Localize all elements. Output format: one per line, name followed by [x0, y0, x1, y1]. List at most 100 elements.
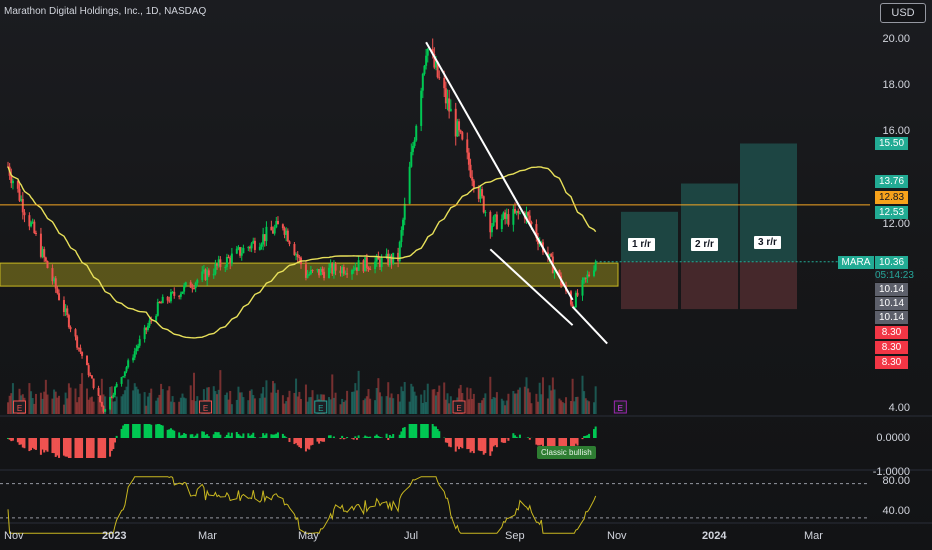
volume-bar: [530, 403, 533, 414]
oscillator-bar: [400, 431, 403, 438]
volume-bar: [304, 384, 307, 414]
oscillator-bar: [133, 424, 136, 438]
candle-body: [89, 375, 92, 377]
volume-bar: [365, 396, 368, 414]
oscillator-bar: [150, 424, 153, 438]
ma-tag-2: 10.14: [875, 297, 908, 310]
volume-bar: [583, 391, 586, 414]
candle-body: [443, 77, 446, 89]
oscillator-bar: [77, 438, 80, 458]
earnings-marker-label: E: [618, 404, 623, 413]
oscillator-bar: [469, 438, 472, 453]
oscillator-bar: [408, 424, 411, 438]
volume-bar: [329, 399, 332, 414]
price-tick-18: 18.00: [882, 79, 910, 91]
oscillator-bar: [275, 433, 278, 438]
volume-bar: [286, 397, 289, 414]
stop-tag-3: 8.30: [875, 356, 908, 369]
oscillator-bar: [41, 438, 44, 450]
candle-body: [33, 221, 36, 234]
volume-bar: [276, 389, 279, 414]
candle-body: [477, 187, 480, 199]
volume-bar: [135, 386, 138, 414]
last-price-tag: 10.36: [875, 256, 908, 269]
candle-body: [54, 278, 57, 289]
candle-body: [161, 296, 164, 304]
oscillator-bar: [143, 424, 146, 438]
volume-bar: [62, 404, 65, 414]
candle-body: [262, 234, 265, 245]
volume-bar: [517, 389, 520, 414]
time-label-nov2: Nov: [607, 530, 627, 542]
candle-body: [183, 285, 186, 292]
volume-bar: [495, 392, 498, 414]
oscillator-bar: [54, 438, 57, 457]
currency-button[interactable]: USD: [880, 3, 926, 23]
volume-bar: [150, 388, 153, 414]
candle-body: [171, 291, 174, 293]
candle-body: [146, 325, 149, 331]
oscillator-bar: [76, 438, 79, 458]
volume-bar: [472, 393, 475, 414]
oscillator-bar: [194, 435, 197, 438]
oscillator-bar: [425, 424, 428, 438]
volume-bar: [194, 401, 197, 414]
oscillator-bar: [342, 438, 345, 440]
volume-bar: [444, 399, 447, 414]
candle-body: [87, 365, 90, 376]
candle-body: [481, 189, 484, 197]
candle-body: [235, 248, 238, 254]
candle-body: [283, 228, 286, 235]
candle-body: [540, 242, 543, 244]
volume-bar: [354, 383, 357, 414]
volume-bar: [571, 378, 574, 414]
oscillator-bar: [500, 438, 503, 443]
volume-bar: [390, 393, 393, 414]
oscillator-bar: [148, 424, 151, 438]
oscillator-bar: [189, 434, 192, 438]
candle-body: [436, 61, 439, 78]
oscillator-bar: [283, 435, 286, 438]
oscillator-bar: [481, 438, 484, 452]
oscillator-bar: [99, 438, 102, 458]
oscillator-bar: [332, 436, 335, 438]
oscillator-bar: [551, 438, 554, 452]
candle-body: [166, 296, 169, 301]
volume-bar: [550, 390, 553, 414]
candle-body: [92, 378, 95, 388]
candle-body: [323, 271, 326, 279]
candle-body: [216, 263, 219, 266]
volume-bar: [171, 396, 174, 414]
candle-body: [217, 259, 220, 266]
volume-bar: [481, 400, 484, 414]
oscillator-bar: [112, 438, 115, 450]
oscillator-bar: [507, 438, 510, 441]
volume-bar: [576, 396, 579, 414]
candle-body: [400, 230, 403, 242]
oscillator-bar: [512, 433, 515, 438]
volume-bar: [593, 402, 596, 414]
candle-body: [571, 304, 574, 308]
volume-bar: [248, 390, 251, 414]
volume-bar: [168, 386, 171, 414]
candle-body: [548, 253, 551, 258]
classic-bullish-label: Classic bullish: [537, 446, 596, 459]
volume-bar: [334, 392, 337, 414]
oscillator-bar: [62, 438, 65, 456]
volume-bar: [69, 387, 72, 414]
candle-body: [148, 320, 151, 326]
oscillator-bar: [306, 438, 309, 449]
volume-bar: [122, 394, 125, 414]
candle-body: [385, 253, 388, 258]
volume-bar: [146, 396, 149, 414]
volume-bar: [537, 401, 540, 414]
candle-body: [214, 263, 217, 274]
candle-body: [341, 267, 344, 274]
candle-body: [507, 214, 510, 225]
oscillator-bar: [23, 438, 26, 449]
volume-bar: [339, 404, 342, 414]
rr-label-1: 1 r/r: [628, 238, 655, 251]
ma-tag-1: 10.14: [875, 283, 908, 296]
oscillator-bar: [438, 431, 441, 438]
